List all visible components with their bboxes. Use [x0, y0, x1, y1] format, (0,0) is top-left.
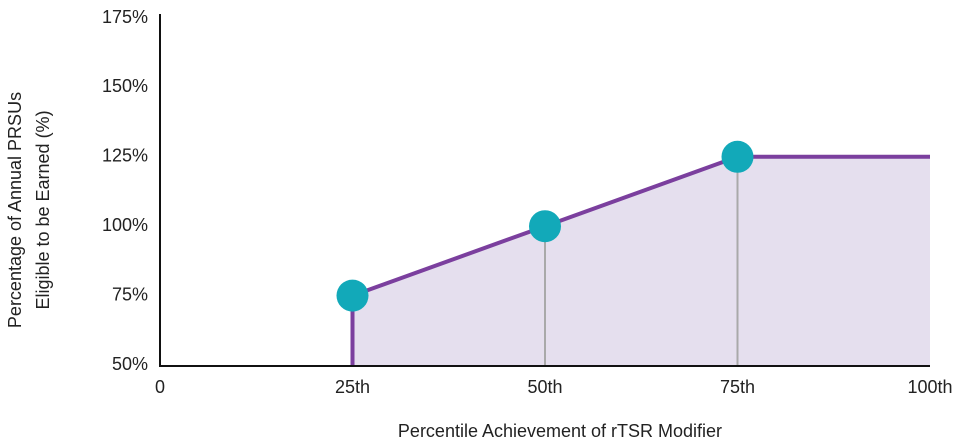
marker — [721, 140, 754, 173]
x-tick-label: 0 — [155, 377, 165, 397]
x-tick-label: 75th — [720, 377, 755, 397]
y-tick-label: 100% — [102, 215, 148, 235]
y-tick-label: 150% — [102, 76, 148, 96]
area — [352, 156, 930, 365]
y-tick-label: 175% — [102, 7, 148, 27]
y-axis-label: Percentage of Annual PRSUs — [5, 92, 25, 328]
y-axis-label: Eligible to be Earned (%) — [33, 110, 53, 309]
marker — [336, 279, 369, 312]
x-axis-label: Percentile Achievement of rTSR Modifier — [398, 421, 722, 441]
y-tick-label: 75% — [112, 284, 148, 304]
x-tick-label: 50th — [527, 377, 562, 397]
y-tick-label: 50% — [112, 354, 148, 374]
x-tick-label: 100th — [907, 377, 952, 397]
marker — [529, 210, 561, 243]
y-tick-label: 125% — [102, 146, 148, 166]
x-tick-label: 25th — [335, 377, 370, 397]
